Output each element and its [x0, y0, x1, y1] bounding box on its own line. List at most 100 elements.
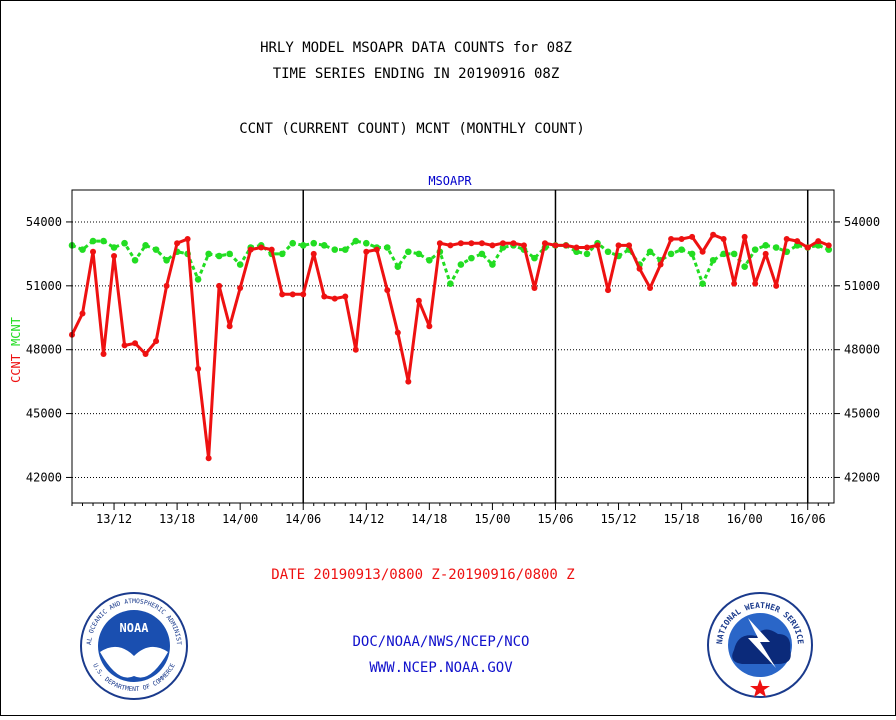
data-point-ccnt	[373, 246, 380, 253]
data-point-mcnt	[310, 239, 318, 247]
data-point-mcnt	[341, 246, 349, 253]
header-title-line2: TIME SERIES ENDING IN 20190916 08Z	[273, 66, 560, 82]
data-point-mcnt	[741, 263, 748, 270]
header-title-line1: HRLY MODEL MSOAPR DATA COUNTS for 08Z	[260, 40, 572, 56]
y-tick-label-left: 42000	[26, 470, 62, 484]
data-point-ccnt	[384, 287, 391, 294]
data-point-ccnt	[405, 378, 412, 385]
data-point-mcnt	[447, 280, 454, 287]
y-tick-label-right: 42000	[844, 470, 880, 484]
y-tick-label-left: 51000	[26, 279, 62, 293]
data-point-ccnt	[804, 244, 811, 251]
x-tick-label: 14/06	[285, 512, 321, 526]
data-point-mcnt	[110, 244, 118, 251]
data-point-ccnt	[752, 280, 759, 287]
series-ccnt	[69, 231, 832, 462]
data-point-ccnt	[573, 244, 580, 251]
data-point-mcnt	[215, 252, 223, 260]
data-point-ccnt	[710, 231, 717, 238]
data-point-ccnt	[510, 240, 517, 247]
data-point-mcnt	[573, 248, 580, 256]
data-point-mcnt	[772, 244, 780, 251]
data-point-ccnt	[153, 338, 160, 345]
data-point-ccnt	[132, 340, 139, 347]
data-point-ccnt	[447, 242, 454, 249]
data-point-ccnt	[163, 282, 170, 289]
data-point-ccnt	[289, 291, 296, 298]
data-point-ccnt	[121, 342, 128, 349]
data-point-ccnt	[678, 235, 685, 242]
y-ticks-left: 42000 45000 48000 51000 54000	[26, 215, 72, 484]
data-point-ccnt	[184, 235, 191, 242]
data-point-ccnt	[657, 261, 664, 268]
data-point-ccnt	[321, 293, 328, 300]
data-point-mcnt	[278, 250, 286, 258]
data-point-ccnt	[426, 323, 433, 330]
y-axis-label: CCNT MCNT	[9, 317, 23, 383]
data-point-mcnt	[405, 248, 412, 256]
data-point-mcnt	[384, 244, 391, 251]
data-point-mcnt	[89, 237, 97, 245]
data-point-ccnt	[100, 350, 107, 357]
data-point-ccnt	[731, 280, 738, 287]
data-point-mcnt	[152, 246, 160, 253]
data-point-ccnt	[79, 310, 86, 317]
y-tick-label-right: 48000	[844, 343, 880, 357]
data-point-mcnt	[236, 261, 244, 268]
data-point-mcnt	[100, 237, 107, 245]
x-ticks: 13/12 13/18 14/00 14/06 14/12 14/18 15/00 15/06…	[71, 503, 830, 526]
data-point-ccnt	[668, 235, 675, 242]
data-point-mcnt	[825, 246, 833, 253]
data-point-ccnt	[541, 240, 548, 247]
x-tick-label: 15/18	[664, 512, 700, 526]
y-tick-label-right: 45000	[844, 407, 880, 421]
data-point-mcnt	[604, 248, 612, 256]
data-point-mcnt	[121, 239, 128, 247]
chart-title: MSOAPR	[428, 174, 472, 188]
footer-url[interactable]: WWW.NCEP.NOAA.GOV	[369, 660, 513, 676]
series-mcnt	[68, 237, 833, 287]
data-point-mcnt	[678, 246, 685, 253]
data-point-mcnt	[457, 261, 465, 268]
data-point-ccnt	[647, 284, 654, 291]
data-point-mcnt	[299, 242, 307, 249]
data-point-mcnt	[331, 246, 339, 253]
y-axis-label-mcnt: MCNT	[9, 317, 23, 346]
data-point-ccnt	[741, 233, 748, 240]
data-point-ccnt	[90, 248, 97, 255]
data-point-mcnt	[730, 250, 738, 258]
data-point-ccnt	[584, 244, 591, 251]
x-tick-label: 14/12	[348, 512, 384, 526]
data-point-ccnt	[783, 235, 790, 242]
data-point-ccnt	[478, 240, 485, 247]
x-tick-label: 16/00	[727, 512, 763, 526]
data-point-mcnt	[142, 242, 149, 249]
data-point-ccnt	[499, 240, 506, 247]
data-point-mcnt	[688, 250, 696, 258]
data-point-ccnt	[594, 242, 601, 249]
data-point-ccnt	[279, 291, 286, 298]
data-point-ccnt	[552, 242, 559, 249]
data-point-mcnt	[751, 246, 759, 253]
data-point-mcnt	[79, 246, 86, 253]
data-point-ccnt	[636, 265, 643, 272]
data-point-mcnt	[709, 256, 717, 264]
gridlines	[72, 221, 834, 478]
data-point-mcnt	[131, 256, 139, 264]
data-point-ccnt	[352, 346, 359, 353]
data-point-ccnt	[342, 293, 349, 300]
data-point-ccnt	[815, 238, 822, 245]
data-point-mcnt	[205, 250, 212, 258]
x-tick-label: 14/18	[411, 512, 447, 526]
data-point-ccnt	[825, 242, 832, 249]
footer-org: DOC/NOAA/NWS/NCEP/NCO	[352, 634, 529, 650]
y-tick-label-left: 54000	[26, 215, 62, 229]
x-tick-label: 13/12	[96, 512, 132, 526]
data-point-ccnt	[394, 329, 401, 336]
x-tick-label: 16/06	[790, 512, 826, 526]
y-axis-label-ccnt: CCNT	[9, 354, 23, 383]
data-point-ccnt	[205, 455, 212, 462]
x-tick-label: 15/12	[600, 512, 636, 526]
data-point-ccnt	[216, 282, 223, 289]
data-point-mcnt	[226, 250, 233, 258]
